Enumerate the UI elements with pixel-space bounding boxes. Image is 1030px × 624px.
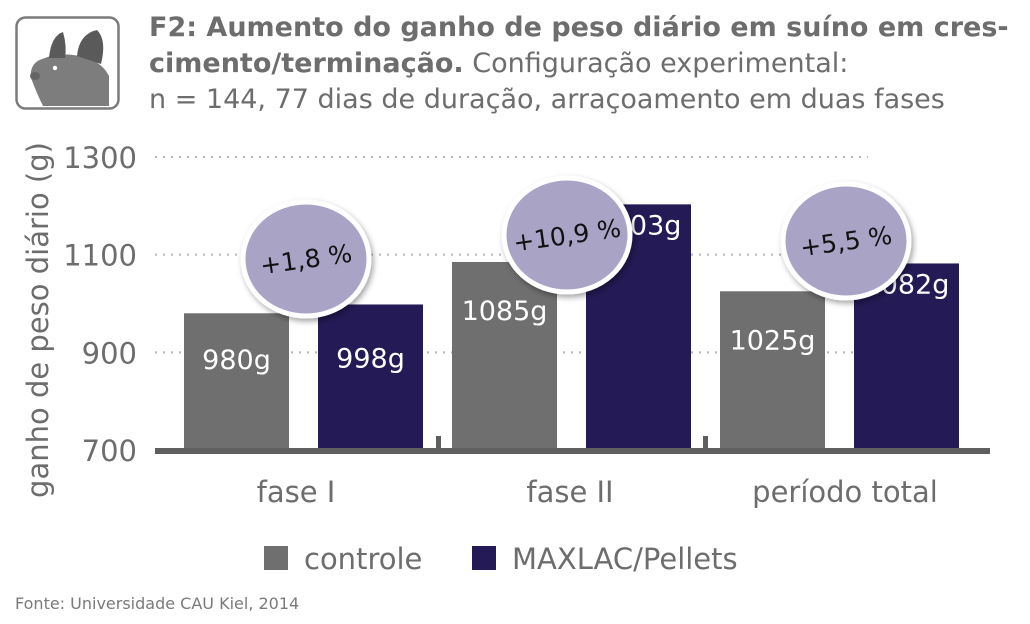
y-tick-label: 700 (82, 434, 137, 468)
bar-controle (452, 261, 557, 449)
chart-subtitle-part-1: Configuração experimental: (472, 48, 849, 79)
source-note: Fonte: Universidade CAU Kiel, 2014 (15, 594, 300, 613)
chart-title-part-2: cimento/terminação. (149, 48, 464, 79)
bar-controle (184, 313, 289, 449)
x-tick-label: período total (752, 475, 938, 509)
title-line-2: cimento/terminação. Configuração experim… (149, 46, 1009, 82)
legend-label-maxlac: MAXLAC/Pellets (512, 542, 738, 576)
x-tick-label: fase I (257, 475, 336, 509)
y-tick-label: 1300 (63, 141, 137, 175)
x-tick-label: fase II (526, 475, 613, 509)
data-label: 1085g (462, 296, 548, 327)
legend-swatch-maxlac (472, 546, 496, 570)
pig-logo (15, 16, 120, 110)
chart-header: F2: Aumento do ganho de peso diário em s… (149, 10, 1009, 118)
axis-tick (703, 436, 708, 449)
y-tick-label: 900 (82, 336, 137, 370)
data-label: 1025g (730, 325, 816, 356)
chart-title-part-1: F2: Aumento do ganho de peso diário em s… (149, 12, 1009, 43)
legend-swatch-controle (264, 546, 288, 570)
growth-bubble (501, 175, 633, 295)
bar-controle (720, 291, 825, 449)
x-axis-line (155, 448, 990, 454)
y-tick-label: 1100 (63, 239, 137, 273)
data-label: 998g (336, 343, 405, 374)
pig-icon (30, 30, 109, 106)
legend-label-controle: controle (304, 542, 422, 576)
growth-bubble (240, 199, 372, 319)
subtitle-line-3: n = 144, 77 dias de duração, arraçoament… (149, 84, 945, 115)
y-axis-label: ganho de peso diário (g) (21, 142, 55, 498)
bar-maxlac (318, 304, 423, 449)
growth-bubble (780, 181, 912, 301)
axis-tick (436, 436, 441, 449)
title-line-1: F2: Aumento do ganho de peso diário em s… (149, 10, 1009, 46)
data-label: 980g (202, 345, 271, 376)
